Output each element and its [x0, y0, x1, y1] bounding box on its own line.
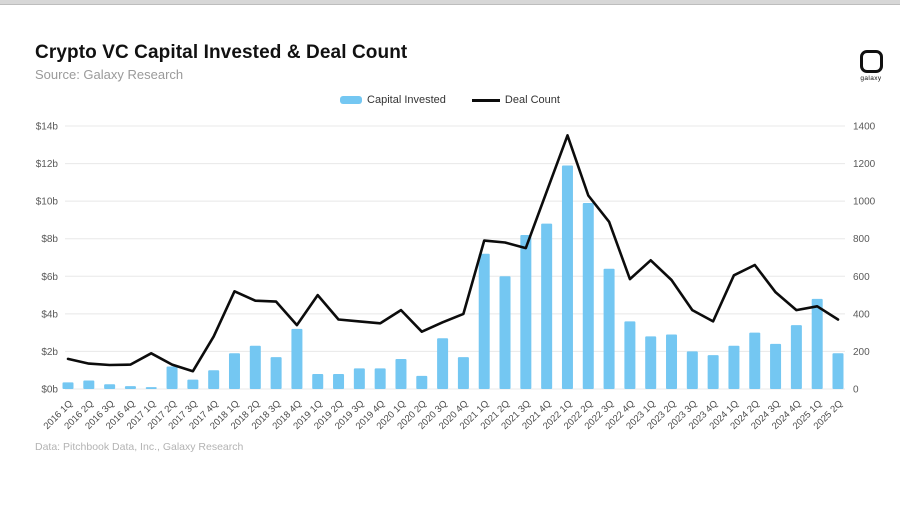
bar-2025-1Q	[811, 298, 823, 389]
bar-2021-1Q	[478, 253, 490, 389]
bar-2022-2Q	[582, 203, 594, 389]
page-title: Crypto VC Capital Invested & Deal Count	[35, 42, 408, 63]
galaxy-logo-icon	[859, 50, 883, 73]
left-axis-tick: $0b	[41, 385, 58, 396]
data-attribution: Data: Pitchbook Data, Inc., Galaxy Resea…	[35, 441, 244, 453]
bar-2021-4Q	[541, 223, 553, 389]
deal-count-swatch-icon	[471, 98, 500, 102]
bar-2023-1Q	[645, 336, 657, 389]
left-axis-tick: $14b	[36, 122, 59, 133]
bar-2020-1Q	[395, 358, 407, 389]
right-axis-tick: 1200	[853, 159, 876, 170]
legend-item-deal-count: Deal Count	[471, 94, 560, 106]
bar-2018-3Q	[270, 357, 282, 389]
bar-2020-4Q	[457, 357, 469, 389]
left-axis-tick: $10b	[36, 197, 59, 208]
bar-2019-1Q	[312, 373, 324, 389]
right-axis-tick: 1000	[853, 197, 876, 208]
right-axis-tick: 200	[853, 347, 870, 358]
window-top-strip	[0, 0, 900, 5]
bar-2023-4Q	[707, 355, 719, 389]
bar-2024-2Q	[749, 332, 761, 389]
bar-2016-1Q	[62, 382, 74, 389]
left-axis-tick: $4b	[41, 309, 58, 320]
bar-2020-3Q	[437, 338, 449, 389]
bar-2024-1Q	[728, 345, 740, 389]
chart-legend: Capital Invested Deal Count	[0, 94, 900, 106]
bar-2022-3Q	[603, 268, 615, 389]
left-axis-tick: $12b	[36, 159, 59, 170]
left-axis-tick: $2b	[41, 347, 58, 358]
bar-2018-2Q	[249, 345, 261, 389]
legend-label: Deal Count	[504, 94, 560, 106]
bar-2016-2Q	[83, 380, 95, 389]
bar-2023-3Q	[686, 351, 698, 389]
bar-2019-3Q	[353, 368, 365, 389]
right-axis-tick: 400	[853, 309, 870, 320]
legend-item-capital-invested: Capital Invested	[340, 94, 446, 106]
bar-2017-3Q	[187, 379, 199, 389]
bar-2017-4Q	[208, 370, 220, 389]
bar-2020-2Q	[416, 375, 428, 389]
bar-2018-4Q	[291, 328, 303, 389]
bar-2023-2Q	[666, 334, 678, 389]
bar-2022-4Q	[624, 321, 636, 389]
bar-2016-4Q	[124, 386, 136, 389]
legend-label: Capital Invested	[367, 94, 446, 106]
capital-invested-swatch-icon	[340, 96, 363, 104]
bar-2019-2Q	[333, 373, 345, 389]
bar-2024-4Q	[790, 325, 802, 389]
right-axis-tick: 1400	[853, 122, 876, 133]
galaxy-logo: galaxy	[855, 50, 887, 82]
bar-2017-1Q	[145, 387, 157, 389]
bar-2024-3Q	[770, 343, 782, 389]
bar-2021-2Q	[499, 276, 511, 389]
bar-2016-3Q	[104, 384, 116, 389]
right-axis-tick: 600	[853, 272, 870, 283]
galaxy-logo-text: galaxy	[860, 75, 882, 82]
bar-2025-2Q	[832, 353, 844, 389]
bar-2021-3Q	[520, 234, 532, 389]
source-subtitle: Source: Galaxy Research	[35, 67, 184, 82]
left-axis-tick: $6b	[41, 272, 58, 283]
right-axis-tick: 0	[853, 385, 859, 396]
bar-2022-1Q	[561, 165, 573, 389]
left-axis-tick: $8b	[41, 234, 58, 245]
bar-2017-2Q	[166, 366, 178, 389]
bar-2019-4Q	[374, 368, 386, 389]
bar-2018-1Q	[228, 353, 240, 389]
deal-count-line	[66, 134, 840, 373]
right-axis-tick: 800	[853, 234, 870, 245]
